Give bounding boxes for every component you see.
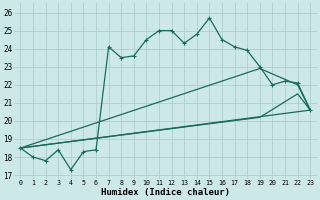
X-axis label: Humidex (Indice chaleur): Humidex (Indice chaleur) [101,188,230,197]
